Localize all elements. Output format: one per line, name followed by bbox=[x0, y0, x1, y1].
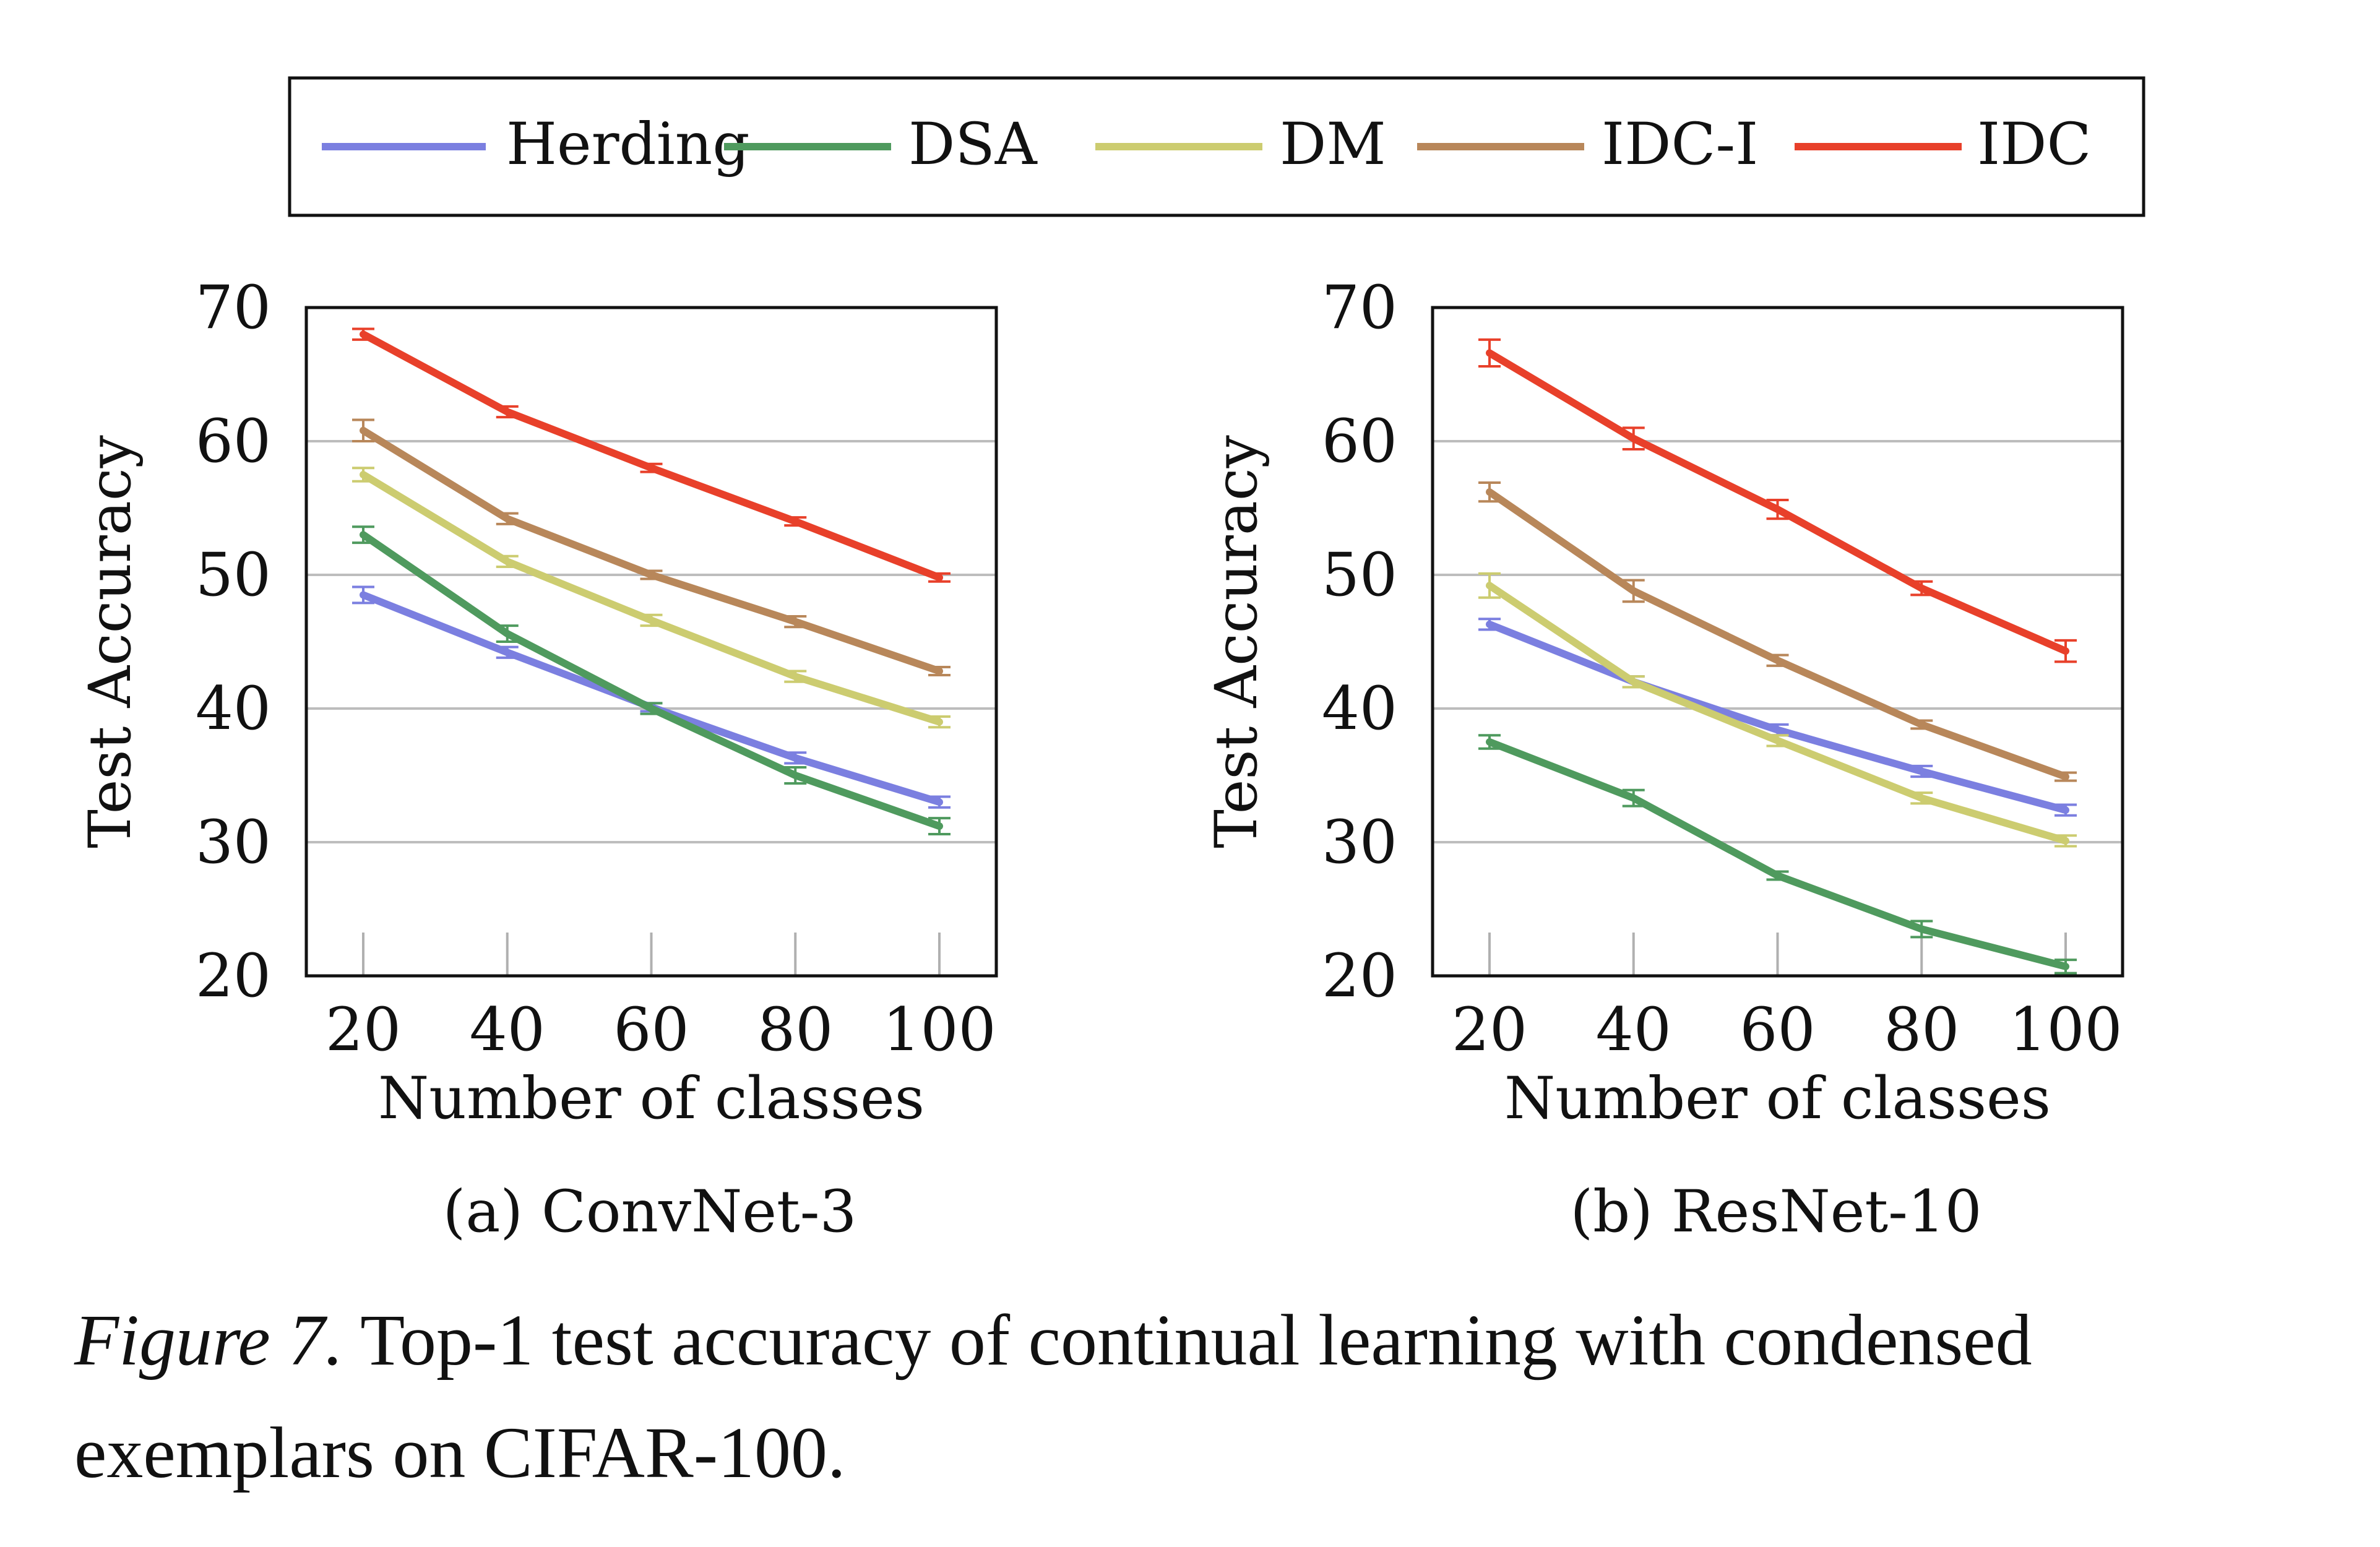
x-tick-label: 20 bbox=[1452, 995, 1527, 1064]
chart-convnet-3: 20 40 60 80 100 20 30 40 50 60 70 Number of classes… bbox=[77, 273, 998, 1246]
y-tick-label: 70 bbox=[1322, 273, 1397, 342]
legend-label-idc-i: IDC-I bbox=[1602, 111, 1758, 178]
x-tick-label: 40 bbox=[470, 995, 545, 1064]
x-axis-label: Number of classes bbox=[1504, 1065, 2051, 1132]
legend-label-herding: Herding bbox=[506, 111, 750, 178]
y-tick-label: 60 bbox=[1322, 407, 1397, 476]
y-tick-label: 30 bbox=[196, 808, 271, 877]
x-tick-label: 80 bbox=[1884, 995, 1959, 1064]
x-tick-label: 40 bbox=[1596, 995, 1671, 1064]
legend-label-dm: DM bbox=[1280, 111, 1386, 178]
y-tick-label: 50 bbox=[196, 540, 271, 610]
subplot-title: (b) ResNet-10 bbox=[1570, 1178, 1981, 1246]
caption-label: Figure 7. bbox=[74, 1299, 343, 1381]
y-tick-label: 60 bbox=[196, 407, 271, 476]
legend: Herding DSA DM IDC-I IDC bbox=[288, 76, 2145, 217]
x-tick-label: 20 bbox=[326, 995, 401, 1064]
series-line-herding bbox=[1486, 620, 2069, 814]
y-axis-label: Test Accuracy bbox=[1203, 435, 1270, 848]
x-axis-label: Number of classes bbox=[378, 1065, 925, 1132]
x-tick-label: 60 bbox=[613, 995, 689, 1064]
legend-label-idc: IDC bbox=[1977, 111, 2091, 178]
x-tick-label: 100 bbox=[882, 995, 996, 1064]
plot-frame bbox=[304, 306, 998, 978]
y-tick-label: 70 bbox=[196, 273, 271, 342]
plot-frame bbox=[1431, 306, 2124, 978]
y-tick-label: 50 bbox=[1322, 540, 1397, 610]
series-line-idc bbox=[360, 330, 943, 582]
figure-caption: Figure 7. Top-1 test accuracy of continu… bbox=[74, 1284, 2327, 1509]
y-tick-label: 40 bbox=[196, 674, 271, 743]
y-tick-label: 30 bbox=[1322, 808, 1397, 877]
y-tick-label: 40 bbox=[1322, 674, 1397, 743]
x-tick-label: 80 bbox=[757, 995, 833, 1064]
x-tick-label: 60 bbox=[1740, 995, 1815, 1064]
y-tick-label: 20 bbox=[196, 941, 271, 1011]
caption-text: Top-1 test accuracy of continual learnin… bbox=[74, 1299, 2032, 1493]
series-line-dm bbox=[1486, 582, 2069, 845]
y-axis-label: Test Accuracy bbox=[77, 435, 144, 848]
chart-resnet-10: 20 40 60 80 100 20 30 40 50 60 70 Number of classes… bbox=[1203, 273, 2124, 1246]
x-tick-label: 100 bbox=[2009, 995, 2122, 1064]
legend-label-dsa: DSA bbox=[908, 111, 1038, 178]
subplot-title: (a) ConvNet-3 bbox=[443, 1178, 857, 1246]
y-tick-label: 20 bbox=[1322, 941, 1397, 1011]
